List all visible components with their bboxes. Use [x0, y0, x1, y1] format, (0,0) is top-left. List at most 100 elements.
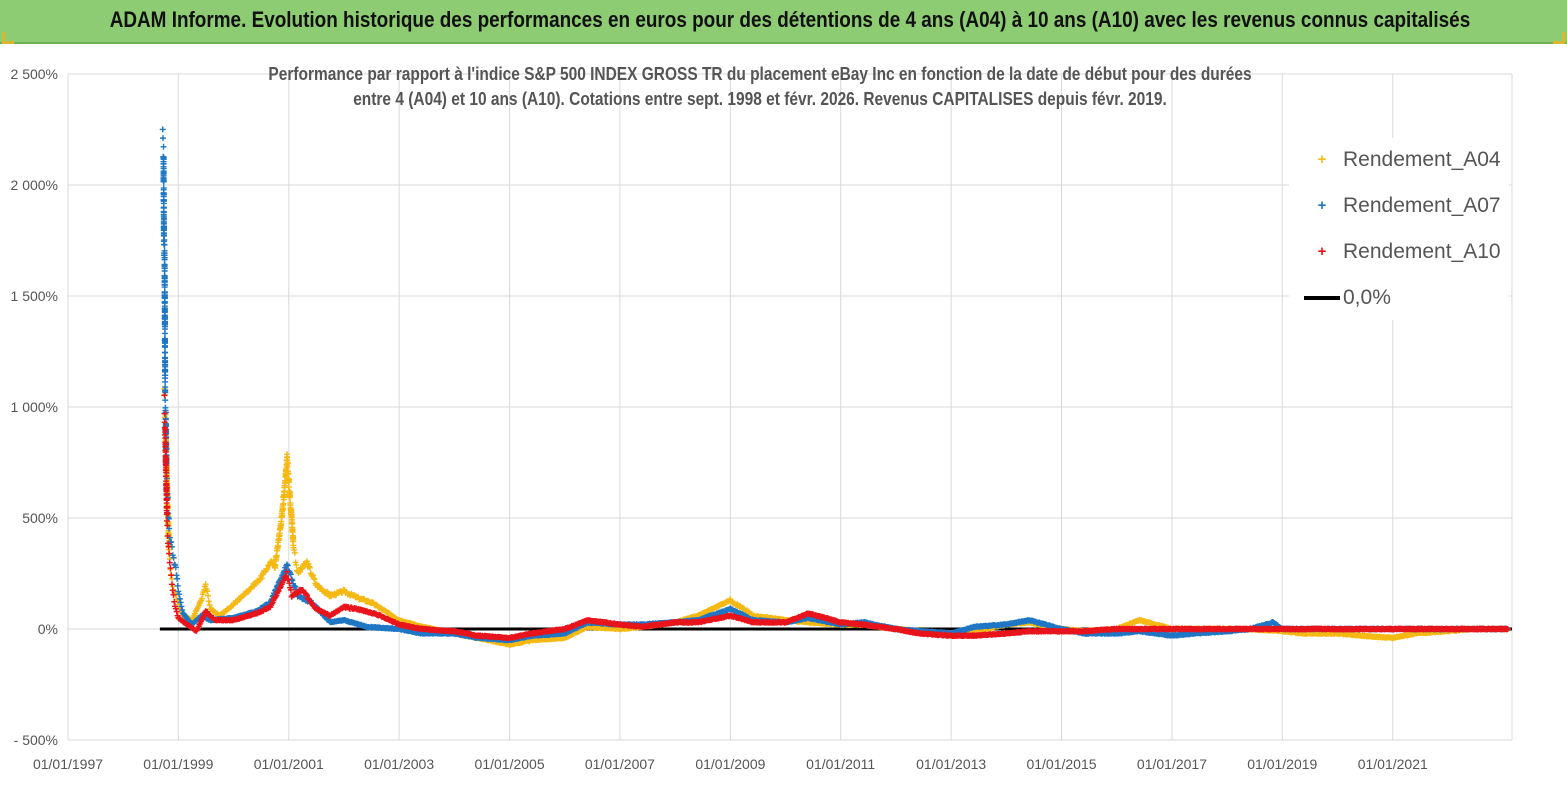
- data-point-A07: [161, 326, 168, 333]
- y-tick-label: - 500%: [14, 732, 58, 748]
- x-tick-label: 01/01/2005: [475, 756, 545, 772]
- x-tick-label: 01/01/1999: [143, 756, 213, 772]
- data-point-A07: [160, 198, 167, 205]
- data-point-A07: [284, 562, 291, 569]
- data-point-A07: [161, 241, 168, 248]
- y-tick-label: 1 500%: [11, 288, 58, 304]
- data-point-A04: [286, 476, 293, 483]
- data-point-A04: [285, 470, 292, 477]
- data-point-A04: [282, 480, 289, 487]
- x-tick-label: 01/01/2009: [695, 756, 765, 772]
- data-point-A07: [160, 143, 167, 150]
- data-point-A07: [289, 577, 296, 584]
- data-point-A10: [168, 572, 175, 579]
- data-point-A07: [174, 575, 181, 582]
- data-point-A07: [161, 308, 168, 315]
- data-point-A07: [177, 599, 184, 606]
- series-A10: [161, 392, 1511, 642]
- data-point-A07: [291, 583, 298, 590]
- data-point-A04: [293, 561, 300, 568]
- y-tick-label: 1 000%: [11, 399, 58, 415]
- x-tick-label: 01/01/2021: [1358, 756, 1428, 772]
- data-point-A07: [170, 554, 177, 561]
- data-point-A04: [289, 526, 296, 533]
- data-point-A07: [162, 338, 169, 345]
- data-point-A10: [161, 392, 168, 399]
- data-point-A04: [311, 576, 318, 583]
- data-point-A04: [305, 560, 312, 567]
- data-point-A07: [160, 135, 167, 142]
- data-point-A07: [160, 216, 167, 223]
- data-point-A07: [162, 361, 169, 368]
- x-tick-label: 01/01/2003: [364, 756, 434, 772]
- data-point-A07: [161, 265, 168, 272]
- x-tick-label: 01/01/2019: [1247, 756, 1317, 772]
- data-point-A07: [161, 288, 168, 295]
- data-point-A07: [162, 409, 169, 416]
- data-point-A04: [169, 575, 176, 582]
- data-point-A04: [206, 602, 213, 609]
- data-point-A04: [263, 566, 270, 573]
- data-point-A07: [160, 169, 167, 176]
- report-header-banner: ADAM Informe. Evolution historique des p…: [0, 0, 1567, 44]
- data-point-A04: [198, 595, 205, 602]
- y-tick-label: 0%: [38, 621, 58, 637]
- data-point-A07: [176, 595, 183, 602]
- data-point-A04: [205, 592, 212, 599]
- data-point-A07: [161, 303, 168, 310]
- y-tick-label: 2 500%: [11, 66, 58, 82]
- data-point-A07: [161, 281, 168, 288]
- x-tick-label: 01/01/2013: [916, 756, 986, 772]
- data-point-A04: [202, 581, 209, 588]
- x-tick-label: 01/01/2001: [254, 756, 324, 772]
- data-point-A04: [204, 588, 211, 595]
- x-tick-label: 01/01/2007: [585, 756, 655, 772]
- corner-mark-top-right: [1553, 32, 1565, 44]
- data-point-A04: [264, 565, 271, 572]
- corner-mark-top-left: [2, 32, 14, 44]
- x-tick-label: 01/01/2017: [1137, 756, 1207, 772]
- data-point-A04: [287, 489, 294, 496]
- data-point-A07: [161, 250, 168, 257]
- data-point-A07: [162, 397, 169, 404]
- data-point-A04: [284, 460, 291, 467]
- data-point-A04: [306, 563, 313, 570]
- y-tick-label: 2 000%: [11, 177, 58, 193]
- data-point-A07: [160, 185, 167, 192]
- report-title: ADAM Informe. Evolution historique des p…: [109, 7, 1471, 32]
- data-point-A07: [162, 344, 169, 351]
- data-point-A07: [176, 591, 183, 598]
- data-point-A04: [310, 575, 317, 582]
- data-point-A07: [168, 538, 175, 545]
- data-point-A07: [172, 564, 179, 571]
- data-point-A07: [159, 126, 166, 133]
- data-point-A04: [291, 549, 298, 556]
- data-point-A07: [160, 208, 167, 215]
- data-point-A07: [174, 582, 181, 589]
- data-point-A04: [307, 564, 314, 571]
- data-point-A07: [179, 606, 186, 613]
- data-point-A07: [287, 571, 294, 578]
- data-point-A07: [161, 256, 168, 263]
- data-point-A07: [161, 295, 168, 302]
- data-point-A04: [258, 575, 265, 582]
- data-point-A07: [160, 226, 167, 233]
- data-point-A07: [160, 191, 167, 198]
- data-point-A07: [160, 178, 167, 185]
- data-point-A04: [290, 538, 297, 545]
- data-point-A04: [205, 598, 212, 605]
- data-point-A07: [178, 603, 185, 610]
- data-point-A07: [166, 525, 173, 532]
- data-point-A07: [162, 378, 169, 385]
- data-point-A07: [283, 561, 290, 568]
- data-point-A07: [160, 156, 167, 163]
- data-point-A07: [162, 389, 169, 396]
- data-point-A04: [310, 572, 317, 579]
- data-point-A04: [291, 547, 298, 554]
- data-point-A10: [167, 565, 174, 572]
- data-point-A07: [162, 372, 169, 379]
- y-tick-label: 500%: [22, 510, 58, 526]
- x-tick-label: 01/01/2015: [1026, 756, 1096, 772]
